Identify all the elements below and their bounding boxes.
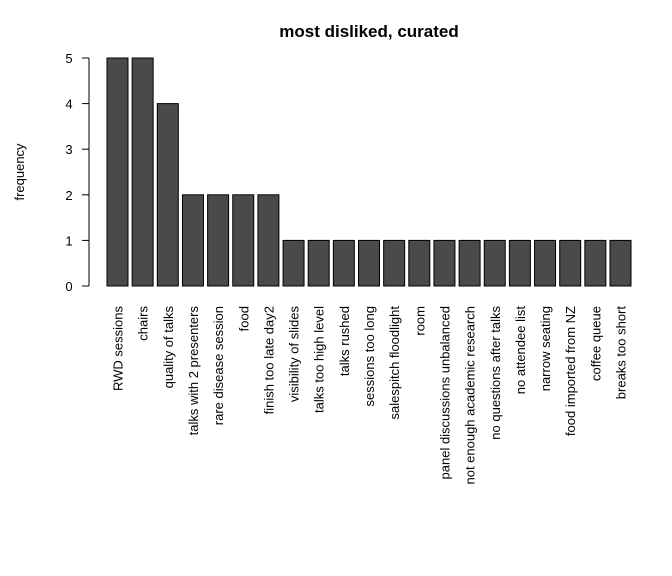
x-tick-label: chairs bbox=[136, 306, 151, 341]
chart-title: most disliked, curated bbox=[279, 22, 459, 41]
x-tick-label: food bbox=[236, 306, 251, 331]
x-tick-label: talks too high level bbox=[312, 306, 327, 413]
bar bbox=[383, 239, 406, 287]
bar bbox=[508, 239, 531, 287]
x-tick-label: food imported from NZ bbox=[563, 306, 578, 436]
x-tick-label: breaks too short bbox=[614, 306, 629, 400]
x-tick-label: no questions after talks bbox=[488, 306, 503, 440]
y-tick-label: 5 bbox=[65, 51, 72, 66]
x-tick-label: RWD sessions bbox=[111, 306, 126, 392]
x-tick-label: not enough academic research bbox=[463, 306, 478, 485]
bar bbox=[408, 239, 431, 287]
x-tick-label: quality of talks bbox=[161, 306, 176, 389]
bar bbox=[307, 239, 330, 287]
bar bbox=[232, 194, 255, 287]
x-tick-label: panel discussions unbalanced bbox=[437, 306, 452, 479]
bar bbox=[433, 239, 456, 287]
bar bbox=[131, 57, 154, 287]
y-tick-label: 0 bbox=[65, 279, 72, 294]
y-tick-label: 3 bbox=[65, 142, 72, 157]
bar bbox=[156, 103, 179, 287]
x-tick-label: visibility of slides bbox=[287, 306, 302, 403]
bar bbox=[358, 239, 380, 287]
bar bbox=[282, 239, 305, 287]
y-axis: 0 1 2 3 4 5 bbox=[65, 51, 90, 294]
x-tick-label: sessions too long bbox=[362, 306, 377, 406]
bar bbox=[106, 57, 129, 287]
x-tick-label: rare disease session bbox=[211, 306, 226, 425]
bar bbox=[332, 239, 355, 287]
bar bbox=[181, 194, 204, 287]
x-tick-label: narrow seating bbox=[538, 306, 553, 391]
bar bbox=[483, 239, 506, 287]
x-tick-label: talks with 2 presenters bbox=[186, 306, 201, 436]
x-tick-label: room bbox=[412, 306, 427, 336]
y-axis-label: frequency bbox=[12, 143, 27, 201]
x-tick-label: talks rushed bbox=[337, 306, 352, 376]
category-labels: RWD sessions chairs quality of talks talks … bbox=[111, 306, 629, 485]
y-tick-label: 2 bbox=[65, 188, 72, 203]
x-tick-label: finish too late day2 bbox=[261, 306, 276, 414]
bar bbox=[207, 194, 230, 287]
bar bbox=[257, 194, 280, 287]
bar bbox=[609, 239, 632, 287]
y-tick-label: 1 bbox=[65, 233, 72, 248]
bar bbox=[559, 239, 582, 287]
x-tick-label: no attendee list bbox=[513, 306, 528, 395]
bar bbox=[458, 239, 481, 287]
bar bbox=[534, 239, 557, 287]
x-tick-label: coffee queue bbox=[588, 306, 603, 381]
bar bbox=[584, 239, 607, 287]
x-tick-label: salespitch floodlight bbox=[387, 306, 402, 420]
bars bbox=[106, 57, 632, 287]
y-tick-label: 4 bbox=[65, 97, 72, 112]
